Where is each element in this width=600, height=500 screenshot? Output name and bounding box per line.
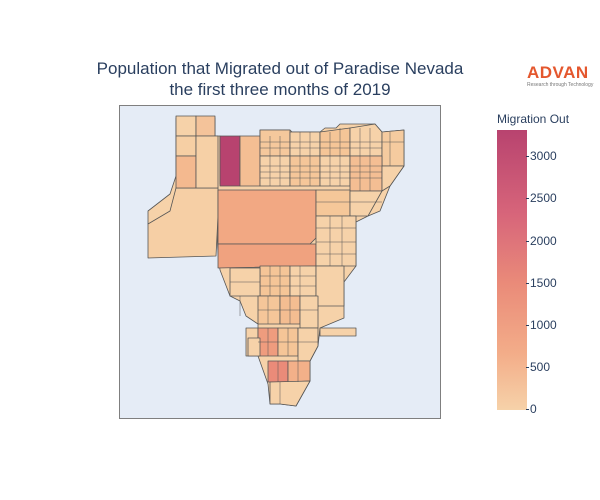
logo-wordmark: ADVAN: [527, 63, 589, 82]
colorbar-tick-2500: 2500: [526, 191, 557, 205]
colorbar-tick-1500: 1500: [526, 276, 557, 290]
choropleth-map[interactable]: [120, 106, 440, 418]
region-nw-5: [195, 135, 219, 189]
colorbar-tick-500: 500: [525, 360, 551, 374]
colorbar-tick-1000: 1000: [526, 318, 557, 332]
region-ne-5: [381, 129, 405, 167]
region-s-3: [299, 295, 319, 329]
region-e-1: [315, 189, 351, 217]
region-s-10: [269, 380, 311, 407]
region-ne-4: [349, 123, 383, 157]
region-ne-7: [289, 155, 321, 187]
colorbar-title: Migration Out: [497, 112, 570, 126]
logo-tagline: Research through Technology: [527, 82, 594, 88]
region-m-1: [259, 265, 291, 297]
chart-title-line-2: the first three months of 2019: [169, 80, 391, 99]
region-center-salmon-2: [217, 243, 317, 269]
region-center-salmon: [217, 189, 317, 245]
region-nw-3: [175, 135, 197, 157]
region-sw-1: [247, 337, 261, 357]
region-nw-4: [175, 155, 197, 189]
region-e-spur: [319, 327, 357, 337]
region-e-2: [349, 190, 383, 217]
region-m-2: [289, 265, 317, 297]
region-west-large: [147, 187, 219, 259]
colorbar[interactable]: [497, 130, 527, 410]
region-n-1: [239, 135, 261, 187]
region-nw-1: [175, 115, 197, 137]
chart-title: Population that Migrated out of Paradise…: [40, 58, 520, 100]
region-m-4: [315, 265, 345, 307]
colorbar-tick-0: 0: [526, 402, 537, 416]
region-ne-6: [259, 155, 291, 187]
region-ne-2: [289, 131, 321, 157]
colorbar-tick-3000: 3000: [526, 149, 557, 163]
advan-logo: ADVAN Research through Technology: [527, 63, 595, 89]
map-plot-area[interactable]: [119, 105, 441, 419]
region-max: [219, 135, 241, 187]
region-ne-10: [381, 165, 405, 192]
region-nw-2: [195, 115, 216, 137]
region-ne-9: [349, 155, 383, 192]
chart-title-line-1: Population that Migrated out of Paradise…: [96, 59, 464, 78]
colorbar-tick-2000: 2000: [526, 234, 557, 248]
region-s-7: [297, 327, 319, 362]
region-s-9: [287, 360, 311, 383]
region-ne-8: [319, 155, 351, 187]
region-ne-1: [259, 129, 291, 157]
region-e-3: [315, 215, 357, 267]
